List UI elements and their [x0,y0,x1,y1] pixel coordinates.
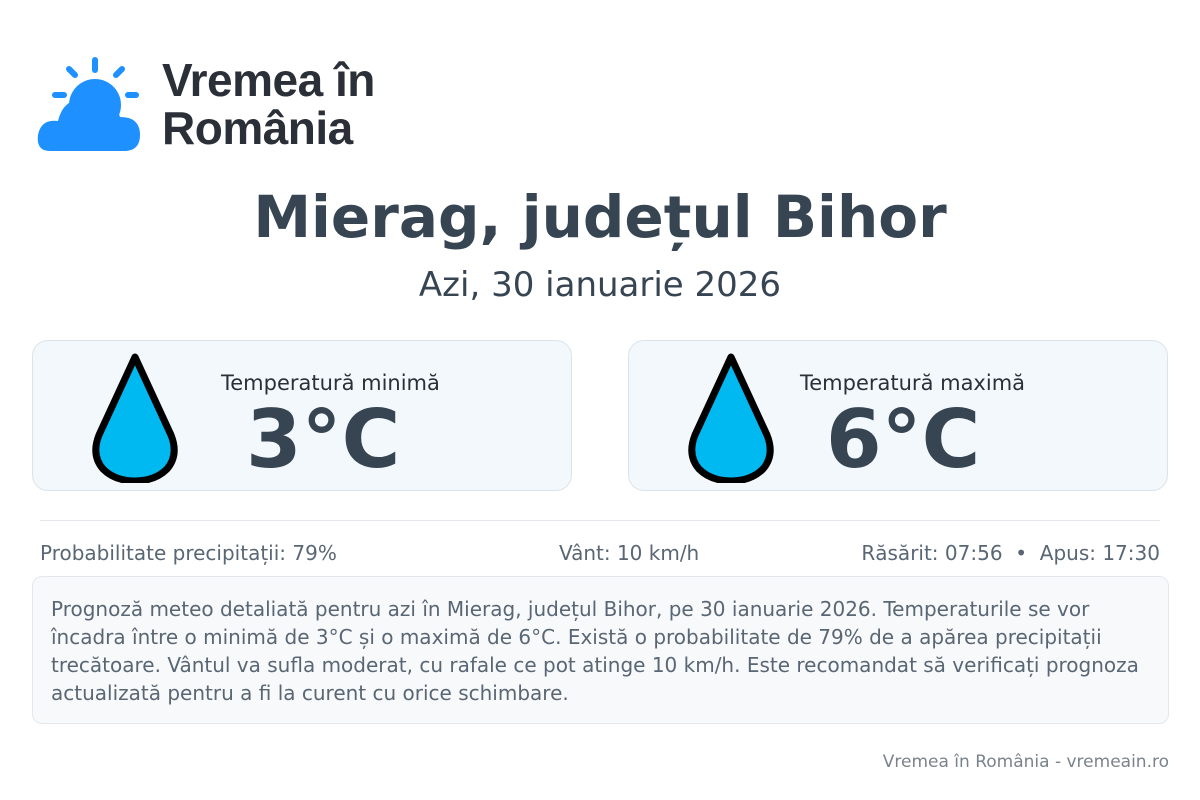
forecast-description: Prognoză meteo detaliată pentru azi în M… [32,576,1169,724]
brand-line1: Vremea în [162,54,375,106]
brand-line2: România [162,102,353,154]
card-value: 6°C [826,393,981,486]
logo[interactable]: Vremea în România [36,55,375,153]
stats-row: Probabilitate precipitații: 79% Vânt: 10… [40,541,1160,565]
date-subtitle: Azi, 30 ianuarie 2026 [418,265,782,305]
card-label: Temperatură minimă [221,371,440,395]
card-value: 3°C [246,393,401,486]
card-label: Temperatură maximă [800,371,1026,395]
precipitation-stat: Probabilitate precipitații: 79% [40,541,337,565]
sun-cloud-icon [37,57,140,151]
min-temp-card: Temperatură minimă 3°C [32,340,572,491]
water-drop-icon [92,353,178,483]
divider [40,520,1160,521]
max-temp-card: Temperatură maximă 6°C [628,340,1168,491]
wind-stat: Vânt: 10 km/h [558,541,700,565]
water-drop-icon [688,353,774,483]
page-title: Mierag, județul Bihor [253,183,947,251]
sun-stat: Răsărit: 07:56 • Apus: 17:30 [861,541,1160,565]
footer: Vremea în România - vremeain.ro [882,752,1169,772]
